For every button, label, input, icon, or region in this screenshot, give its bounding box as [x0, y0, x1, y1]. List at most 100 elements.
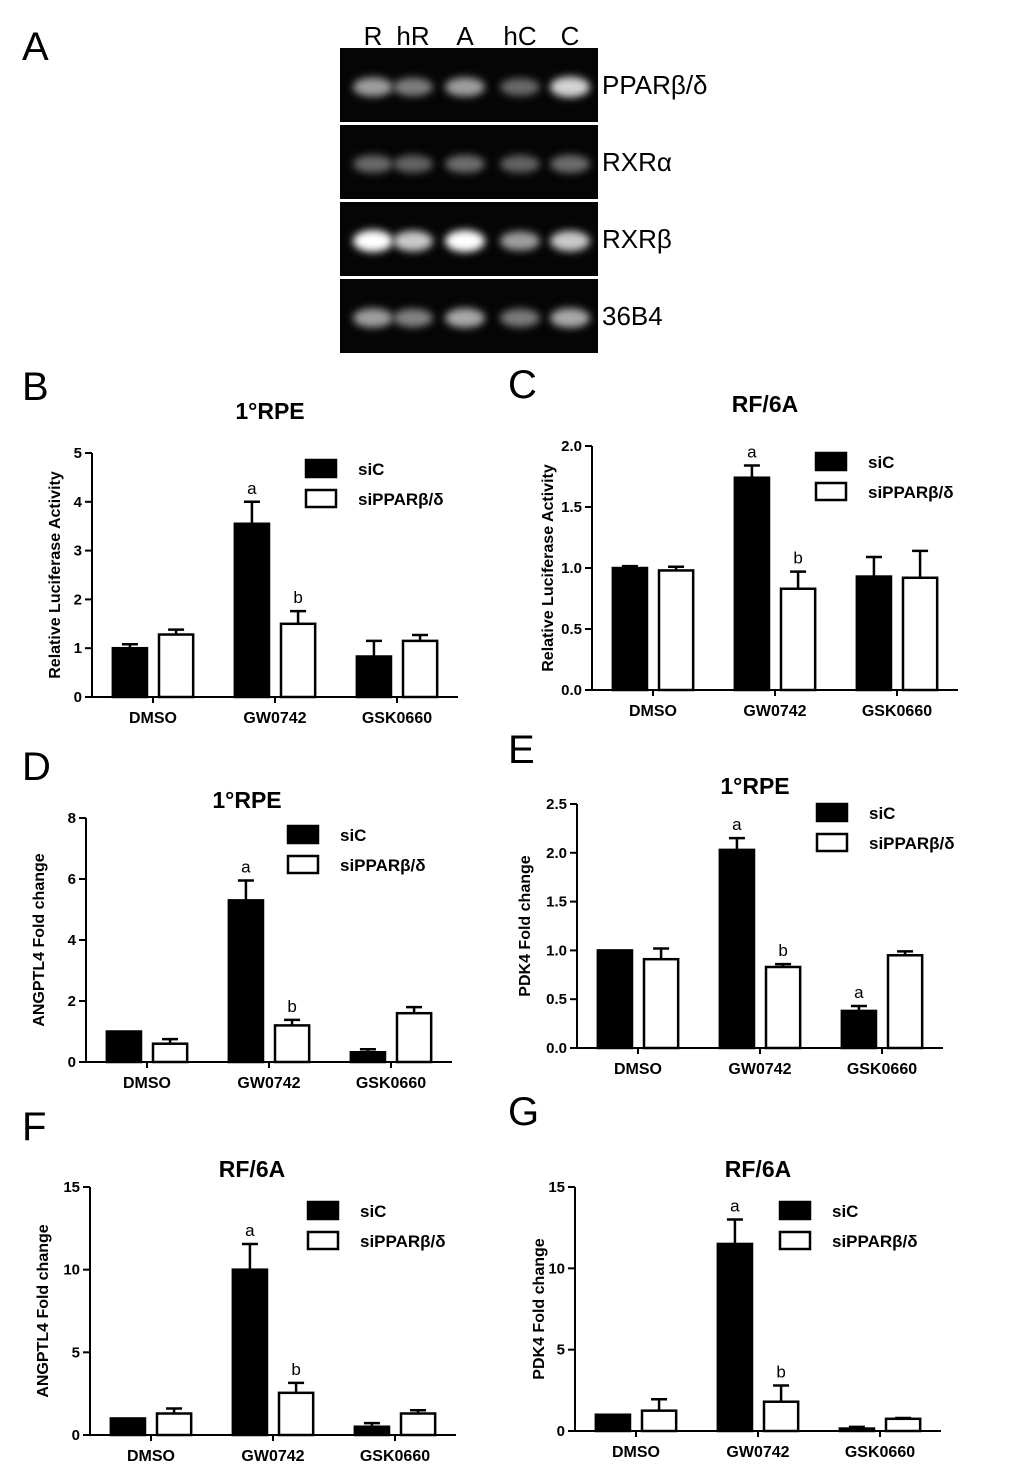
legend-label: siC	[869, 804, 895, 823]
x-tick-label: GSK0660	[862, 703, 932, 720]
y-tick-label: 3	[74, 543, 82, 560]
significance-label: b	[778, 941, 787, 960]
significance-label: a	[247, 479, 257, 498]
x-tick-label: DMSO	[123, 1075, 171, 1092]
significance-label: a	[730, 1197, 740, 1216]
gel-band	[393, 308, 433, 328]
bar-siPPAR	[157, 633, 195, 699]
y-tick-label: 10	[548, 1260, 565, 1277]
gel-row-label: RXRα	[602, 147, 672, 177]
legend-label: siC	[360, 1202, 386, 1221]
significance-label: a	[732, 815, 742, 834]
bar-siC	[227, 899, 265, 1064]
y-tick-label: 0	[72, 1427, 80, 1444]
y-axis-label: Relative Luciferase Activity	[47, 471, 64, 679]
bar-siC	[838, 1427, 876, 1433]
x-tick-label: GSK0660	[847, 1061, 917, 1078]
y-tick-label: 15	[548, 1179, 565, 1196]
x-tick-label: GW0742	[241, 1448, 304, 1465]
gel-row-label: PPARβ/δ	[602, 70, 708, 100]
legend-swatch	[286, 854, 320, 875]
gel-band	[550, 308, 590, 328]
bar-siC	[596, 949, 634, 1050]
chart-title: RF/6A	[732, 391, 798, 417]
bar-siC	[855, 575, 893, 692]
significance-label: a	[245, 1221, 255, 1240]
gel-lane-label: A	[456, 21, 474, 51]
gel-row-label: RXRβ	[602, 224, 672, 254]
significance-label: b	[287, 997, 296, 1016]
legend-swatch	[306, 1230, 340, 1251]
bar-siPPAR	[657, 569, 695, 692]
y-axis-label: Relative Luciferase Activity	[540, 464, 557, 672]
legend-label: siC	[868, 453, 894, 472]
x-tick-label: GSK0660	[362, 710, 432, 727]
gel-lane-label: C	[561, 21, 580, 51]
bar-siPPAR	[399, 1412, 437, 1437]
y-tick-label: 4	[74, 494, 83, 511]
legend-swatch	[304, 458, 338, 479]
bar-siC	[716, 1242, 754, 1433]
y-tick-label: 1.5	[546, 894, 567, 911]
x-tick-label: DMSO	[629, 703, 677, 720]
chart-title: 1°RPE	[720, 773, 789, 799]
bar-siC	[355, 655, 393, 699]
significance-label: a	[854, 983, 864, 1002]
legend-label: siPPARβ/δ	[868, 483, 954, 502]
bar-siPPAR	[901, 576, 939, 692]
y-tick-label: 4	[68, 932, 77, 949]
legend-label: siPPARβ/δ	[360, 1232, 446, 1251]
chart-title: 1°RPE	[235, 398, 304, 424]
panel-letter-F: F	[22, 1105, 46, 1149]
bar-siPPAR	[886, 954, 924, 1050]
legend-swatch	[778, 1230, 812, 1251]
y-tick-label: 5	[72, 1344, 80, 1361]
chart-title: RF/6A	[725, 1156, 791, 1182]
legend-label: siPPARβ/δ	[358, 490, 444, 509]
y-axis-label: PDK4 Fold change	[531, 1238, 548, 1379]
y-axis-label: ANGPTL4 Fold change	[31, 853, 48, 1026]
bar-siPPAR	[884, 1417, 922, 1433]
legend: siC siPPARβ/δ	[306, 1200, 446, 1251]
panel-letter-E: E	[508, 728, 535, 772]
significance-label: b	[293, 588, 302, 607]
bar-siC	[109, 1417, 147, 1437]
x-tick-label: GSK0660	[845, 1444, 915, 1461]
gel-lane-label: R	[364, 21, 383, 51]
bar-siC	[105, 1030, 143, 1064]
bar-siC	[231, 1268, 269, 1437]
y-tick-label: 0.5	[561, 621, 582, 638]
y-tick-label: 2.0	[561, 438, 582, 455]
bar-chart-panel-E: E 1°RPE 0.0 0.5 1.0 1.5 2.0 2.5 PDK4 Fold change…	[508, 728, 955, 1078]
bar-siPPAR	[395, 1011, 433, 1064]
bar-chart-panel-D: D 1°RPE 0 2 4 6 8 ANGPTL4 Fold change DMSO GW0742…	[22, 745, 452, 1092]
y-tick-label: 1	[74, 640, 82, 657]
gel-band	[500, 155, 540, 173]
y-tick-label: 2	[68, 993, 76, 1010]
legend: siC siPPARβ/δ	[286, 824, 426, 875]
y-tick-label: 5	[557, 1342, 565, 1359]
y-tick-label: 1.0	[561, 560, 582, 577]
gel-band	[445, 230, 485, 252]
gel-band	[393, 155, 433, 173]
x-tick-label: GW0742	[237, 1075, 300, 1092]
legend-label: siC	[340, 826, 366, 845]
gel-band	[393, 230, 433, 252]
y-tick-label: 0.5	[546, 991, 567, 1008]
bar-siC	[353, 1425, 391, 1437]
legend-label: siPPARβ/δ	[832, 1232, 918, 1251]
bar-siC	[840, 1009, 878, 1050]
legend-label: siC	[358, 460, 384, 479]
y-tick-label: 0	[557, 1423, 565, 1440]
gel-band	[500, 78, 540, 96]
legend: siC siPPARβ/δ	[815, 802, 955, 853]
legend: siC siPPARβ/δ	[304, 458, 444, 509]
bar-siC	[111, 646, 149, 699]
bar-chart-panel-B: B 1°RPE 0 1 2 3 4 5 Relative Luciferase Activity…	[22, 365, 458, 727]
gel-band	[353, 77, 393, 97]
gel-row-label: 36B4	[602, 301, 663, 331]
significance-label: a	[241, 858, 251, 877]
y-tick-label: 2.5	[546, 796, 567, 813]
bar-siC	[349, 1050, 387, 1064]
y-tick-label: 2	[74, 591, 82, 608]
